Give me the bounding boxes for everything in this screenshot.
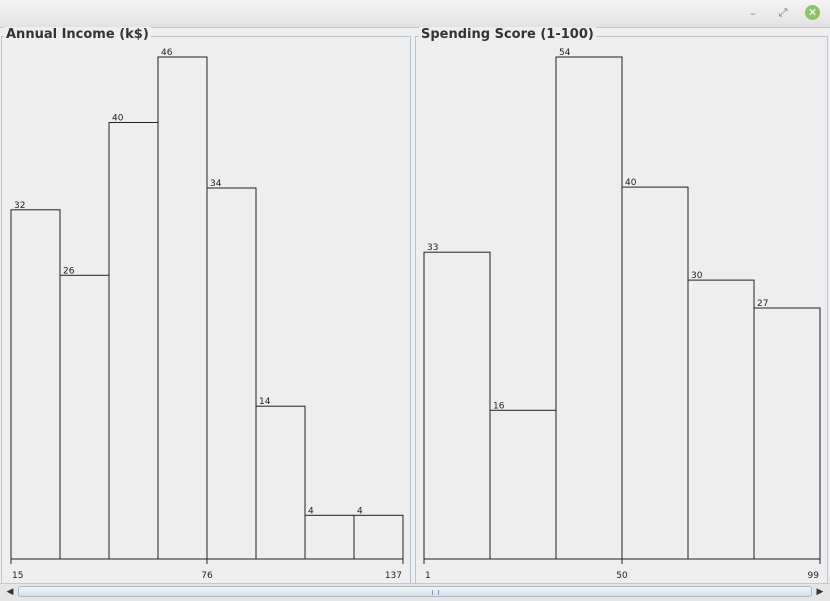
bar-value-label: 33 xyxy=(427,243,438,253)
histogram-bar xyxy=(687,279,755,560)
bar-value-label: 4 xyxy=(308,506,314,516)
histogram-bar xyxy=(206,187,257,560)
x-tick-label: 15 xyxy=(12,571,23,581)
bar-value-label: 54 xyxy=(559,48,571,58)
scrollbar-thumb[interactable] xyxy=(18,586,812,597)
bar-value-label: 32 xyxy=(14,201,25,211)
histogram-bar xyxy=(621,186,689,560)
x-tick-label: 76 xyxy=(201,571,213,581)
bar-value-label: 26 xyxy=(63,266,75,276)
scrollbar-grip-icon xyxy=(432,590,439,595)
close-icon[interactable]: ✕ xyxy=(805,5,820,20)
spending-histogram-title: Spending Score (1-100) xyxy=(419,27,596,42)
bar-value-label: 34 xyxy=(210,179,222,189)
bar-value-label: 40 xyxy=(625,178,637,188)
histogram-bar xyxy=(108,122,159,560)
income-histogram-title: Annual Income (k$) xyxy=(4,27,151,42)
minimize-icon[interactable]: – xyxy=(750,6,756,20)
histogram-bar xyxy=(255,405,306,560)
x-tick-label: 99 xyxy=(808,571,820,581)
bar-value-label: 16 xyxy=(493,401,505,411)
histogram-bar xyxy=(423,251,491,560)
histogram-bar xyxy=(555,56,623,560)
bar-value-label: 40 xyxy=(112,114,124,124)
histogram-charts: 32 26 40 46 34 14 4 4 15 76 137 33 16 54 40 30 27 1 50 99 xyxy=(10,48,821,581)
histogram-bar xyxy=(10,209,61,560)
window-titlebar: – ⤢ ✕ xyxy=(0,0,830,28)
scroll-right-icon[interactable]: ▶ xyxy=(816,587,824,597)
histogram-bar xyxy=(753,307,821,560)
histogram-bar xyxy=(489,409,557,560)
bar-value-label: 30 xyxy=(691,271,703,281)
x-tick-label: 1 xyxy=(425,571,431,581)
histogram-bar xyxy=(353,514,404,560)
bar-value-label: 14 xyxy=(259,397,271,407)
bar-value-label: 46 xyxy=(161,48,173,58)
histogram-bar xyxy=(59,274,110,560)
horizontal-scrollbar[interactable]: ◀ ▶ xyxy=(0,583,830,601)
bar-value-label: 4 xyxy=(357,506,363,516)
histogram-bar xyxy=(304,514,355,560)
bar-value-label: 27 xyxy=(757,299,768,309)
histogram-bar xyxy=(157,56,208,560)
scroll-left-icon[interactable]: ◀ xyxy=(6,587,14,597)
x-tick-label: 137 xyxy=(385,571,402,581)
maximize-icon[interactable]: ⤢ xyxy=(778,6,788,19)
x-tick-label: 50 xyxy=(616,571,628,581)
